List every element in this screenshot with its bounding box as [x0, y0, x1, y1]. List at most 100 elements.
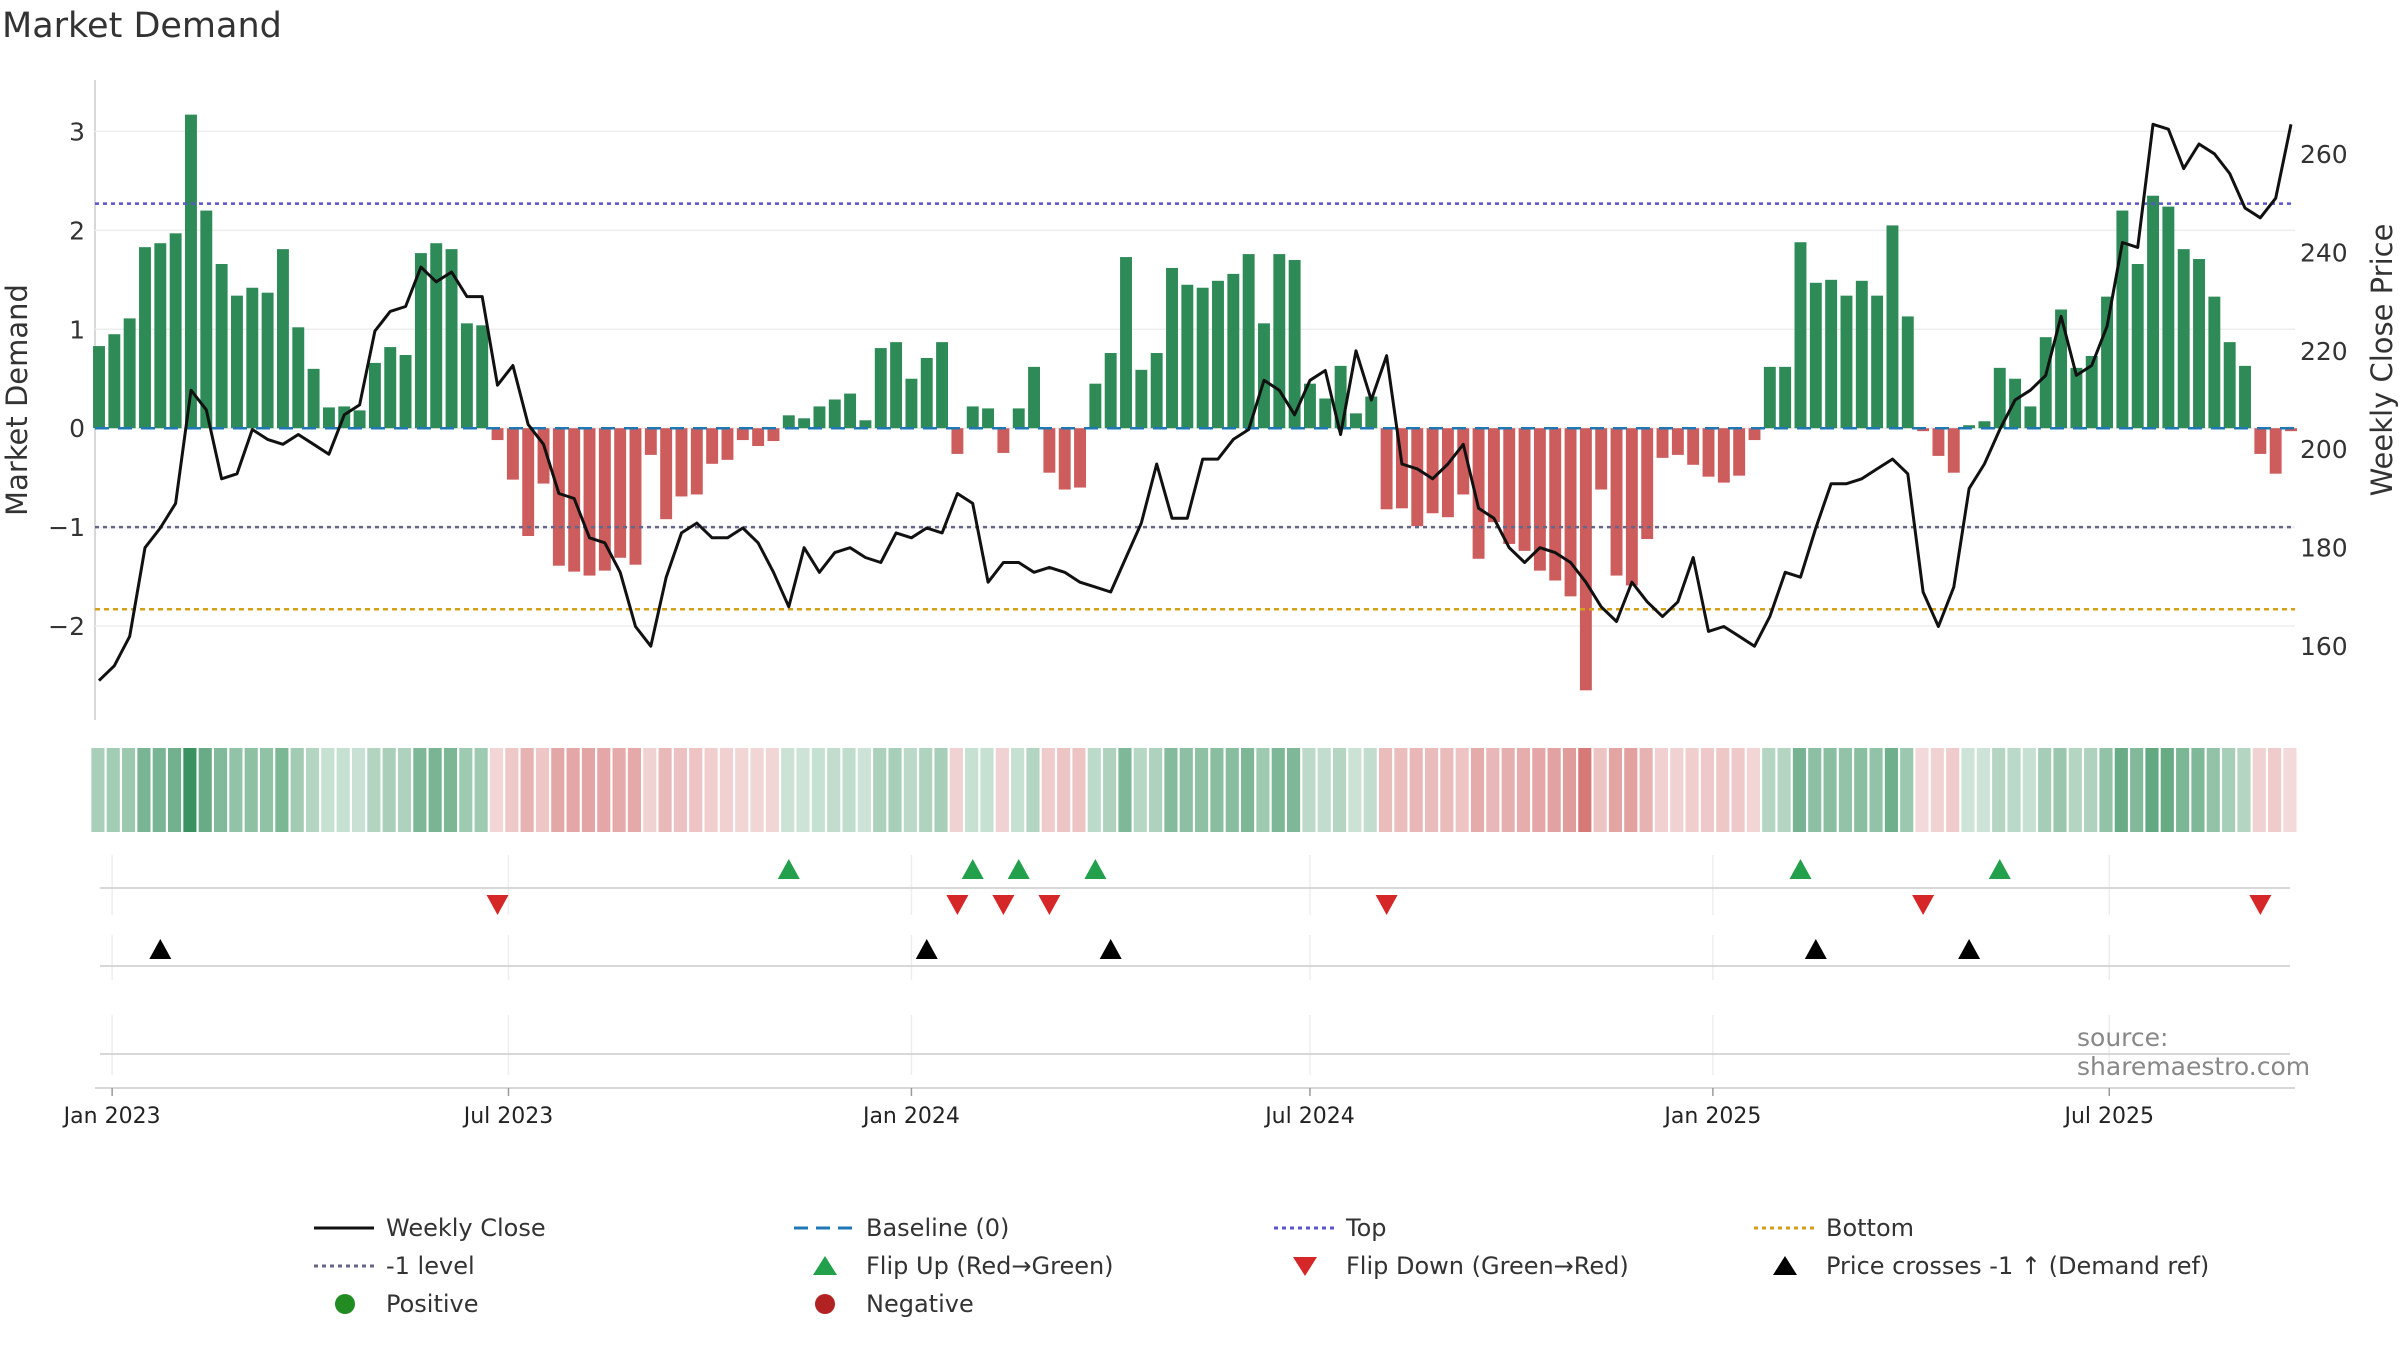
demand-bar [1426, 428, 1439, 514]
demand-bar [1963, 425, 1976, 429]
demand-bar [1855, 280, 1868, 429]
demand-bar [2239, 365, 2251, 429]
legend-symbol-up-triangle [790, 1251, 860, 1281]
right-tick-label: 260 [2300, 140, 2348, 169]
demand-bar [920, 357, 933, 429]
x-tick-label: Jan 2023 [62, 1104, 161, 1129]
flip-down-marker [1375, 895, 1398, 915]
flip-up-marker [1084, 859, 1107, 879]
legend-item-positive: Positive [310, 1286, 479, 1322]
heat-cell [1746, 748, 1760, 832]
flip-down-marker [946, 895, 969, 915]
demand-bar [1242, 254, 1255, 429]
heat-cell [842, 748, 856, 832]
demand-bar [844, 393, 857, 429]
heat-cell [1164, 748, 1178, 832]
heat-cell [275, 748, 289, 832]
legend-item-baseline: Baseline (0) [790, 1210, 1009, 1246]
demand-bar [997, 428, 1010, 453]
heat-cell [1440, 748, 1454, 832]
demand-bar [322, 407, 335, 429]
demand-bar [890, 342, 903, 429]
heat-cell [1670, 748, 1684, 832]
right-tick-label: 160 [2300, 632, 2348, 661]
demand-bar [430, 243, 443, 429]
heat-cell [1639, 748, 1653, 832]
heat-cell [857, 748, 871, 832]
demand-bar [905, 378, 918, 429]
demand-bar [491, 428, 504, 441]
demand-bar [1212, 280, 1224, 429]
heat-cell [1777, 748, 1791, 832]
demand-bar [1610, 428, 1623, 576]
legend-symbol-dashed-line [790, 1213, 860, 1243]
legend-symbol-top-line [1270, 1213, 1340, 1243]
demand-bar [966, 406, 979, 429]
demand-bar [936, 342, 949, 429]
demand-bar [1395, 428, 1408, 509]
demand-bar [1043, 428, 1056, 473]
demand-bar [353, 410, 366, 429]
demand-bar [2024, 406, 2037, 429]
heat-cell [1930, 748, 1944, 832]
demand-bar [1825, 279, 1838, 429]
heat-cell [198, 748, 212, 832]
heat-cell [903, 748, 917, 832]
heat-cell [535, 748, 550, 832]
heat-cell [1026, 748, 1040, 832]
demand-bar [1196, 287, 1209, 429]
heat-cell [336, 748, 350, 832]
demand-bar [1625, 428, 1638, 586]
heat-cell [2283, 748, 2297, 832]
demand-bar [1779, 366, 1792, 429]
heat-cell [459, 748, 473, 832]
legend-label: Top [1346, 1214, 1387, 1242]
demand-bar [1886, 225, 1899, 429]
right-tick-label: 220 [2300, 337, 2348, 366]
heat-cell [1118, 748, 1132, 832]
demand-bar [1349, 413, 1362, 429]
demand-bar [1549, 428, 1562, 581]
demand-bar [1273, 254, 1286, 429]
demand-bar [2193, 259, 2205, 429]
legend-item-flip-down: Flip Down (Green→Red) [1270, 1248, 1629, 1284]
heat-cell [888, 748, 902, 832]
left-tick-label: 3 [69, 117, 85, 146]
demand-bar [660, 428, 673, 520]
price-cross-marker [915, 939, 938, 959]
heat-cell [1808, 748, 1822, 832]
right-tick-label: 200 [2300, 435, 2348, 464]
demand-bar [414, 253, 427, 429]
heat-cell [183, 748, 197, 832]
demand-bar [2177, 249, 2190, 429]
heat-cell [980, 748, 994, 832]
heat-cell [91, 748, 105, 832]
heat-cell [397, 748, 412, 832]
demand-bar [276, 249, 289, 429]
heat-cell [1792, 748, 1806, 832]
right-tick-label: 180 [2300, 534, 2348, 563]
demand-bar [154, 243, 167, 429]
heat-cell [106, 748, 120, 832]
demand-bar [614, 428, 627, 558]
heat-cell [1869, 748, 1883, 832]
demand-bar [2116, 210, 2129, 429]
heat-cell [2038, 748, 2052, 832]
demand-bar [2269, 428, 2282, 474]
heat-cell [1992, 748, 2006, 832]
demand-bar [629, 428, 642, 565]
demand-bar [1089, 383, 1102, 429]
demand-bar [1104, 353, 1117, 429]
heat-cell [1424, 748, 1439, 832]
heat-cell [2114, 748, 2128, 832]
price-cross-marker [1099, 939, 1122, 959]
demand-bar [721, 428, 734, 460]
heat-cell [689, 748, 703, 832]
heat-cell [965, 748, 979, 832]
legend-label: -1 level [386, 1252, 475, 1280]
heat-cell [704, 748, 718, 832]
heat-cell [1241, 748, 1255, 832]
demand-bar [1978, 421, 1991, 429]
legend-item-bottom: Bottom [1750, 1210, 1914, 1246]
left-tick-label: 2 [69, 216, 85, 245]
